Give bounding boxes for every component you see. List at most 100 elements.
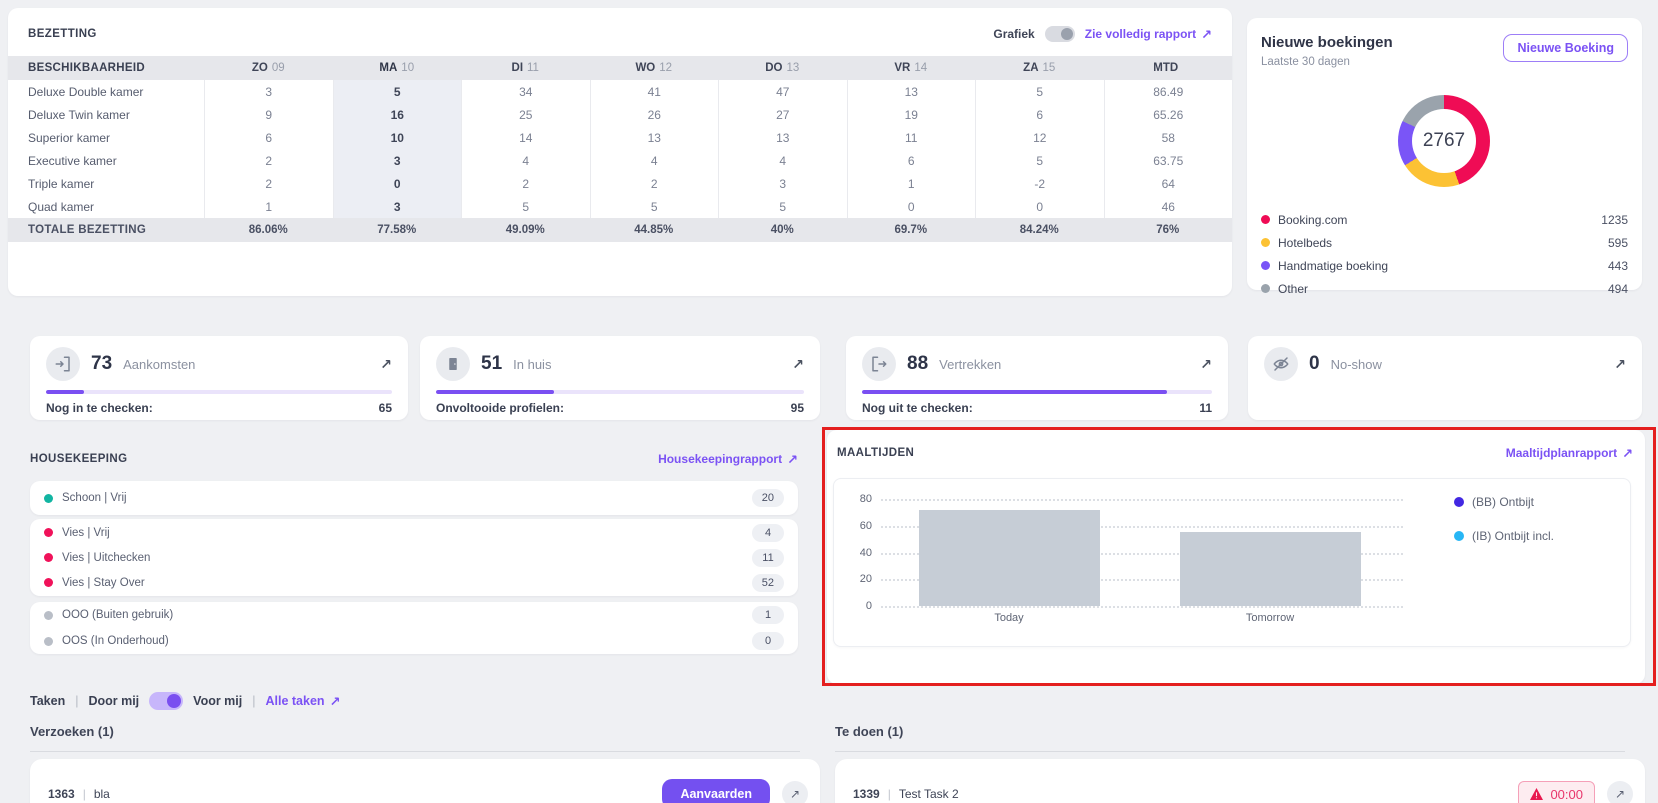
stat-footer-label: Onvoltooide profielen: [436, 401, 564, 415]
day-abbrev: MA [379, 62, 398, 74]
chart-gridline [881, 579, 1403, 582]
separator: | [252, 694, 256, 708]
availability-cell: 13 [589, 126, 719, 149]
y-axis-tick: 0 [865, 600, 872, 612]
availability-cell-mtd: 63.75 [1103, 149, 1233, 172]
request-id: 1363 [48, 787, 75, 801]
stat-label: Vertrekken [939, 356, 1002, 372]
request-text: bla [93, 787, 110, 801]
availability-cell-mtd: 46 [1103, 195, 1233, 218]
meals-bar-chart: 80 60 40 20 0 Today Tomorrow [860, 493, 1403, 624]
legend-label: Hotelbeds [1278, 235, 1333, 250]
availability-cell: -2 [975, 172, 1104, 195]
y-axis-tick: 40 [859, 546, 872, 559]
table-total-row: TOTALE BEZETTING 86.06% 77.58% 49.09% 44… [8, 218, 1232, 242]
new-bookings-subtitle: Laatste 30 dagen [1261, 56, 1350, 68]
chart-gridline [881, 525, 1403, 528]
all-tasks-link[interactable]: Alle taken ↗ [266, 694, 341, 708]
open-request-button[interactable]: ↗ [782, 781, 808, 803]
housekeeping-report-link[interactable]: Housekeepingrapport ↗ [658, 452, 798, 466]
stat-progress-fill [436, 390, 554, 394]
external-link-icon[interactable]: ↗ [1200, 355, 1212, 372]
availability-cell: 6 [204, 126, 333, 149]
availability-cell: 0 [846, 195, 976, 218]
external-link-icon: ↗ [1622, 445, 1633, 461]
availability-cell-mtd: 65.26 [1103, 103, 1233, 126]
meals-report-link[interactable]: Maaltijdplanrapport ↗ [1506, 446, 1633, 460]
housekeeping-row[interactable]: OOS (In Onderhoud) 0 [44, 628, 784, 654]
todo-text: Test Task 2 [898, 787, 959, 801]
meals-title: MAALTIJDEN [837, 447, 915, 459]
tasks-by-me-label[interactable]: Door mij [88, 694, 140, 708]
legend-dot [1261, 215, 1270, 224]
table-header-day: WO 12 [590, 56, 719, 80]
availability-cell: 10 [332, 126, 461, 149]
bookings-legend: Booking.com 1235 Hotelbeds 595 Handmatig… [1261, 208, 1628, 300]
chart-gridline [881, 499, 1403, 501]
tasks-toggle[interactable] [149, 692, 184, 710]
table-row: Superior kamer 6 10 14 13 13 11 12 58 [8, 126, 1232, 149]
housekeeping-count-badge: 4 [752, 523, 784, 542]
request-row: 1363 | bla Aanvaarden ↗ [30, 759, 820, 803]
stat-progress-bar [862, 390, 1212, 394]
legend-item: Other 494 [1261, 277, 1628, 300]
availability-cell-mtd: 58 [1103, 126, 1233, 149]
external-link-icon[interactable]: ↗ [1614, 355, 1626, 372]
availability-cell: 5 [589, 195, 719, 218]
door-enter-icon [55, 356, 70, 372]
availability-cell: 3 [332, 195, 461, 218]
status-dot [44, 578, 53, 587]
availability-cell: 6 [975, 103, 1104, 126]
grafiek-toggle[interactable] [1044, 26, 1075, 42]
table-row: Quad kamer 1 3 5 5 5 0 0 46 [8, 195, 1232, 218]
housekeeping-row[interactable]: Vies | Uitchecken 11 [44, 545, 784, 570]
external-link-icon[interactable]: ↗ [380, 355, 392, 372]
bezetting-report-link[interactable]: Zie volledig rapport ↗ [1085, 27, 1212, 41]
legend-label: (BB) Ontbijt [1472, 495, 1535, 509]
separator: | [75, 694, 79, 708]
room-type-name: Superior kamer [28, 130, 111, 145]
tasks-label: Taken [30, 694, 66, 708]
housekeeping-status-label: Vies | Uitchecken [62, 551, 151, 564]
availability-cell: 0 [975, 195, 1104, 218]
legend-label: Handmatige boeking [1278, 258, 1389, 273]
housekeeping-row[interactable]: Schoon | Vrij 20 [44, 481, 784, 515]
stat-footer: Nog uit te checken: 11 [846, 394, 1228, 415]
day-number: 14 [914, 62, 928, 74]
legend-dot [1261, 238, 1270, 247]
legend-dot [1454, 531, 1464, 541]
availability-cell: 3 [204, 80, 333, 103]
total-cell: 84.24% [1019, 224, 1059, 236]
external-link-icon[interactable]: ↗ [792, 355, 804, 372]
housekeeping-row[interactable]: OOO (Buiten gebruik) 1 [44, 602, 784, 628]
table-header-day: MA 10 [333, 56, 462, 80]
warning-icon [1530, 788, 1544, 800]
meals-report-link-label: Maaltijdplanrapport [1505, 446, 1618, 460]
day-abbrev: DO [765, 62, 783, 74]
stat-label: Aankomsten [123, 356, 196, 372]
todo-id: 1339 [853, 787, 880, 801]
external-link-icon: ↗ [787, 451, 798, 467]
table-header-day: MTD [1104, 56, 1233, 80]
accept-button[interactable]: Aanvaarden [662, 779, 770, 803]
toggle-knob [167, 694, 182, 708]
all-tasks-link-label: Alle taken [265, 694, 325, 708]
day-number: 09 [271, 62, 285, 74]
tasks-for-me-label[interactable]: Voor mij [193, 694, 243, 708]
stat-icon-circle [862, 347, 896, 381]
total-cell: 69.7% [894, 224, 928, 236]
requests-title: Verzoeken (1) [30, 724, 114, 739]
availability-cell: 16 [332, 103, 461, 126]
x-axis-label: Today [994, 612, 1024, 624]
availability-cell: 4 [589, 149, 719, 172]
housekeeping-row[interactable]: Vies | Vrij 4 [44, 520, 784, 545]
housekeeping-report-link-label: Housekeepingrapport [658, 452, 783, 466]
housekeeping-row[interactable]: Vies | Stay Over 52 [44, 570, 784, 595]
toggle-knob [1060, 28, 1073, 40]
open-todo-button[interactable]: ↗ [1607, 781, 1633, 803]
day-abbrev: ZO [251, 62, 268, 74]
new-booking-button[interactable]: Nieuwe Boeking [1503, 34, 1628, 62]
total-cell: 76% [1156, 224, 1180, 236]
stat-footer-label: Nog in te checken: [46, 401, 153, 415]
